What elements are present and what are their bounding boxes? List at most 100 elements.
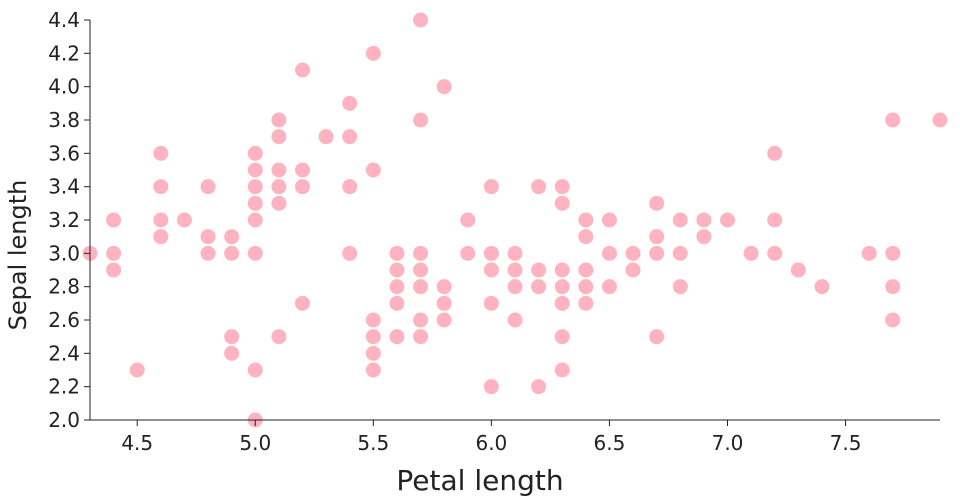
data-point (295, 295, 310, 311)
data-point (790, 262, 806, 278)
data-point (578, 212, 594, 228)
data-point (342, 129, 358, 145)
data-point (365, 362, 381, 378)
data-point (932, 112, 948, 128)
data-point (413, 12, 429, 28)
data-point (176, 212, 192, 228)
data-point (365, 312, 381, 328)
data-point (483, 295, 499, 311)
data-point (200, 245, 216, 261)
data-point (531, 379, 547, 395)
data-point (271, 162, 287, 178)
data-point (153, 145, 169, 161)
x-axis-title: Petal length (396, 464, 563, 497)
data-point (601, 245, 617, 261)
data-point (649, 229, 665, 245)
x-tick-label: 5.0 (239, 431, 271, 455)
data-point (507, 279, 523, 295)
data-point (200, 229, 216, 245)
data-point (436, 295, 452, 311)
data-point (436, 79, 452, 95)
data-point (365, 162, 381, 178)
data-point (247, 245, 263, 261)
data-point (578, 279, 594, 295)
data-point (554, 329, 570, 345)
data-point (106, 262, 122, 278)
y-tick-label: 3.4 (48, 175, 80, 199)
data-point (767, 245, 783, 261)
x-tick-label: 4.5 (121, 431, 153, 455)
data-point (436, 312, 452, 328)
data-point (672, 245, 688, 261)
data-point (601, 279, 617, 295)
x-tick-label: 6.5 (594, 431, 626, 455)
data-point (720, 212, 735, 228)
data-point (389, 245, 405, 261)
y-tick-label: 4.2 (48, 41, 80, 65)
data-point (554, 295, 570, 311)
data-point (507, 312, 523, 328)
y-tick-label: 2.6 (48, 308, 80, 332)
data-point (224, 245, 240, 261)
data-point (342, 95, 358, 111)
data-point (767, 212, 783, 228)
data-point (389, 279, 405, 295)
data-point (106, 245, 122, 261)
data-point (413, 262, 429, 278)
data-point (649, 245, 665, 261)
x-axis-ticks: 4.5 5.0 5.5 6.0 6.5 7.0 7.5 (121, 420, 861, 455)
data-point (483, 245, 499, 261)
data-point (413, 279, 429, 295)
data-point (672, 279, 688, 295)
data-point (365, 329, 381, 345)
data-point (271, 112, 287, 128)
data-point (507, 245, 523, 261)
data-point (861, 245, 877, 261)
y-tick-label: 4.4 (48, 8, 80, 32)
data-point (625, 262, 641, 278)
data-point (224, 345, 240, 361)
data-point (507, 262, 523, 278)
x-tick-label: 7.0 (712, 431, 744, 455)
data-point (649, 195, 665, 211)
data-point (767, 145, 783, 161)
data-point (342, 179, 358, 195)
data-point (483, 179, 499, 195)
data-point (247, 179, 263, 195)
data-point (885, 279, 901, 295)
data-point (129, 362, 145, 378)
data-point (271, 195, 287, 211)
data-point (271, 179, 287, 195)
y-tick-label: 3.0 (48, 241, 80, 265)
data-point (318, 129, 334, 145)
data-point (224, 229, 240, 245)
data-point (413, 329, 429, 345)
data-point (578, 295, 594, 311)
y-tick-label: 2.0 (48, 408, 80, 432)
data-point (153, 212, 169, 228)
data-point (247, 162, 263, 178)
data-point (153, 179, 169, 195)
data-point (365, 345, 381, 361)
data-point (554, 195, 570, 211)
data-point (295, 162, 310, 178)
data-point (413, 245, 429, 261)
data-point (271, 129, 287, 145)
data-point (814, 279, 830, 295)
data-point (247, 362, 263, 378)
data-point (247, 145, 263, 161)
data-point (413, 112, 429, 128)
data-point (436, 279, 452, 295)
data-point (106, 212, 122, 228)
data-point (295, 62, 310, 78)
data-point (247, 212, 263, 228)
x-tick-label: 5.5 (357, 431, 389, 455)
x-tick-label: 7.5 (830, 431, 862, 455)
data-point (342, 245, 358, 261)
y-tick-label: 3.8 (48, 108, 80, 132)
data-point (885, 245, 901, 261)
y-tick-label: 2.4 (48, 341, 80, 365)
data-point (696, 212, 712, 228)
data-point (885, 112, 901, 128)
